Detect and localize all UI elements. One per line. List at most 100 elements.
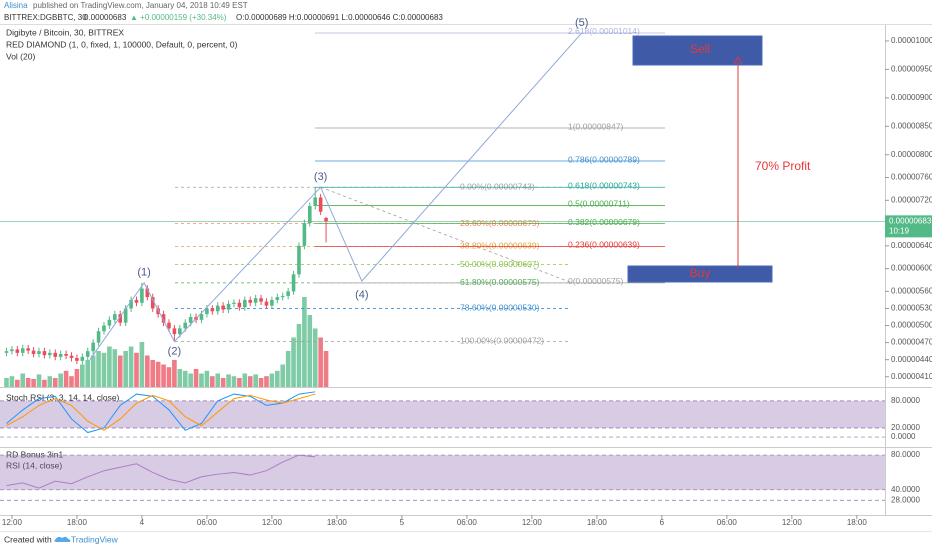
volume-bar: [15, 379, 20, 387]
wave-label: (4): [355, 289, 368, 301]
y-tick-label: 0.00000440: [891, 355, 932, 364]
candle-body: [313, 197, 318, 206]
y-tick-label: 40.0000: [891, 485, 920, 494]
last-price-badge: [885, 215, 932, 238]
x-tick-label: 06:00: [717, 518, 738, 527]
candle-body: [259, 298, 263, 302]
rsi-line: [6, 454, 316, 489]
ohlc: O:0.00000689 H:0.00000691 L:0.00000646 C…: [236, 13, 443, 22]
volume-bar: [215, 373, 221, 387]
volume-bar: [85, 360, 91, 387]
legend-main: Digibyte / Bitcoin, 30, BITTREX: [6, 27, 124, 37]
buy-label: Buy: [690, 266, 711, 280]
volume-bar: [285, 351, 291, 387]
candle-body: [69, 355, 74, 358]
volume-bar: [155, 361, 161, 387]
volume-bar: [166, 367, 172, 387]
volume-bar: [47, 376, 53, 387]
fib-label: 0.618(0.00000743): [568, 180, 640, 190]
y-tick-label: 0.00000470: [891, 338, 932, 347]
volume-bar: [323, 351, 329, 387]
wave-line: [89, 32, 583, 360]
fib-label: 38.20%(0.00000639): [460, 241, 540, 251]
y-tick-label: 80.0000: [891, 450, 920, 459]
candle-body: [221, 305, 225, 310]
volume-bar: [58, 373, 63, 387]
footer-brand[interactable]: TradingView: [71, 534, 119, 544]
profit-label: 70% Profit: [755, 159, 811, 173]
candle-body: [15, 349, 20, 353]
y-tick-label: 0.00000760: [891, 173, 932, 182]
candle-body: [178, 328, 182, 335]
volume-bar: [204, 370, 210, 387]
candle-body: [31, 350, 36, 354]
x-tick-label: 18:00: [847, 518, 868, 527]
profit-arrowhead: [733, 55, 743, 65]
legend-volume: Vol (20): [6, 51, 35, 61]
symbol: BITTREX:DGBBTC, 30: [4, 13, 87, 22]
candle-body: [4, 351, 9, 353]
y-tick-label: 0.00000560: [891, 286, 932, 295]
y-tick-label: 0.0000: [891, 432, 916, 441]
candle-body: [302, 223, 307, 246]
volume-bar: [291, 337, 296, 387]
fib-label: 0.5(0.00000711): [568, 199, 630, 209]
wave-label: (2): [168, 345, 181, 357]
price: 0.00000683: [84, 13, 127, 22]
candle-body: [205, 308, 209, 315]
x-tick-label: 06:00: [197, 518, 218, 527]
volume-bar: [107, 346, 112, 387]
footer-created: Created with: [4, 534, 52, 544]
y-tick-label: 0.00000800: [891, 150, 932, 159]
volume-bar: [52, 378, 58, 387]
x-tick-label: 12:00: [262, 518, 283, 527]
rsi-title: RD Bonus 3in1: [6, 449, 63, 459]
fib-label: 50.00%(0.00000607): [460, 259, 540, 269]
y-tick-label: 20.0000: [891, 423, 920, 432]
brand-icon: [54, 536, 71, 542]
candle-body: [75, 357, 79, 361]
candle-body: [280, 295, 285, 298]
y-tick-label: 0.00000900: [891, 93, 932, 102]
volume-bar: [69, 376, 74, 387]
volume-bar: [188, 373, 193, 387]
volume-bar: [231, 376, 237, 387]
volume-bar: [4, 378, 9, 387]
author[interactable]: Alisina: [4, 1, 28, 10]
y-tick-label: 0.00001000: [891, 36, 932, 45]
fib-label: 2.618(0.00001014): [568, 26, 640, 36]
candle-body: [275, 297, 280, 300]
candle-body: [161, 314, 166, 323]
volume-bar: [226, 374, 231, 387]
candle-body: [270, 299, 274, 306]
volume-bar: [318, 337, 323, 387]
candle-body: [150, 297, 155, 309]
candle-body: [291, 274, 296, 292]
volume-bar: [123, 351, 128, 387]
volume-bar: [253, 374, 258, 387]
volume-bar: [247, 376, 253, 387]
y-tick-label: 0.00000720: [891, 195, 932, 204]
fib-label: 78.60%(0.00000530): [460, 303, 540, 313]
candle-body: [188, 316, 193, 323]
fib-label: 0.786(0.00000789): [568, 154, 640, 164]
y-tick-label: 0.00000410: [891, 372, 932, 381]
x-tick-label: 5: [400, 518, 405, 527]
volume-bar: [112, 349, 118, 387]
candle-body: [85, 351, 90, 357]
candle-body: [243, 299, 247, 308]
x-tick-label: 4: [140, 518, 145, 527]
x-tick-label: 6: [660, 518, 665, 527]
candle-body: [286, 291, 290, 296]
y-tick-label: 0.00000500: [891, 321, 932, 330]
candle-body: [183, 322, 188, 329]
candle-body: [123, 308, 128, 323]
candle-body: [145, 288, 150, 298]
y-tick-label: 0.00000530: [891, 304, 932, 313]
candle-body: [91, 342, 95, 352]
y-tick-label: 0.00000640: [891, 241, 932, 250]
volume-bar: [150, 360, 156, 387]
candle-body: [172, 328, 177, 335]
candle-body: [226, 303, 231, 310]
